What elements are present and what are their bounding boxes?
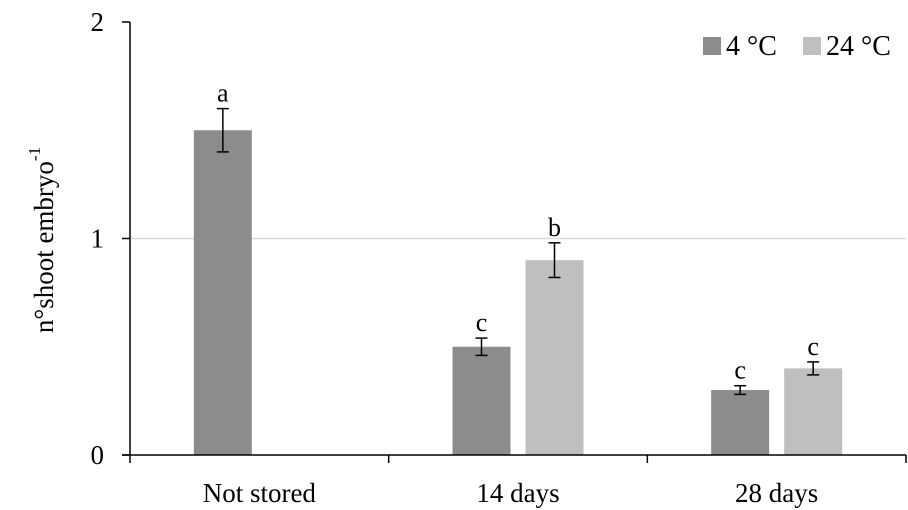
- legend: 4 °C 24 °C: [703, 31, 891, 62]
- sig-letter-4c-1: c: [476, 308, 488, 337]
- bar-24c-2: [784, 368, 843, 455]
- y-axis-label: n°shoot embryo-1: [25, 147, 59, 333]
- significance-letters: a c c b c: [217, 79, 819, 385]
- y-axis-label-superscript: -1: [25, 147, 44, 161]
- axes: [122, 21, 907, 463]
- error-bar-4c-0: [216, 107, 229, 153]
- x-tick-label-2: 28 days: [735, 478, 818, 508]
- error-bars: [216, 107, 820, 396]
- y-axis-label-text: n°shoot embryo: [29, 161, 59, 333]
- sig-letter-24c-2: c: [807, 332, 819, 361]
- y-tick-label-1: 1: [91, 224, 105, 254]
- bar-4c-1: [452, 346, 511, 455]
- sig-letter-24c-1: b: [548, 213, 561, 242]
- error-bar-24c-2: [807, 361, 820, 376]
- bar-4c-2: [711, 390, 770, 455]
- x-tick-label-0: Not stored: [203, 478, 317, 508]
- error-bar-4c-2: [734, 384, 747, 396]
- legend-label-24c: 24 °C: [826, 31, 891, 62]
- y-tick-label-2: 2: [91, 7, 105, 37]
- legend-swatch-4c: [703, 37, 721, 55]
- legend-label-4c: 4 °C: [726, 31, 777, 62]
- bar-4c-0: [193, 130, 252, 455]
- sig-letter-4c-0: a: [217, 79, 229, 108]
- legend-swatch-24c: [803, 37, 821, 55]
- error-bar-24c-1: [548, 242, 561, 279]
- sig-letter-4c-2: c: [734, 356, 746, 385]
- x-tick-label-1: 14 days: [476, 478, 559, 508]
- y-tick-label-0: 0: [91, 440, 105, 470]
- bars: [193, 130, 843, 455]
- bar-24c-1: [525, 260, 584, 455]
- tick-labels: 0 1 2 Not stored 14 days 28 days: [91, 7, 819, 508]
- error-bar-4c-1: [475, 337, 488, 357]
